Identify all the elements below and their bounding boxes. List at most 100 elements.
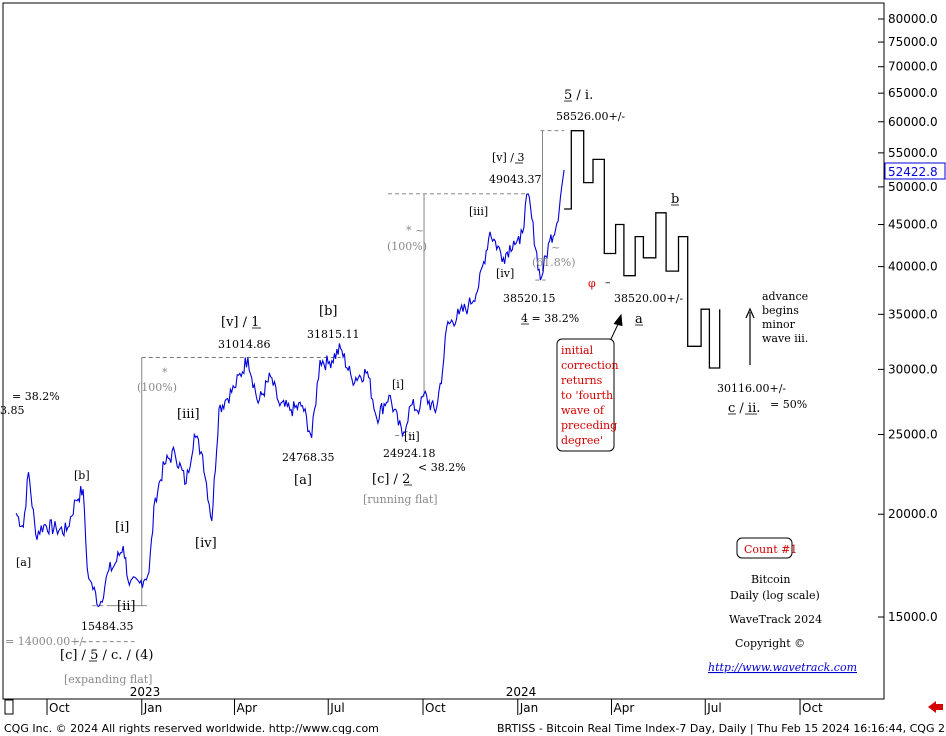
expanding-flat-label: [expanding flat] [64, 673, 152, 686]
x-axis: Oct Jan Apr Jul Oct Jan Apr Jul Oct 2023 2024 [46, 685, 823, 715]
x-tick-label: Jan [519, 701, 539, 715]
y-tick-label: 50000.0 [888, 180, 938, 194]
wave-c-2-label: [c] / 2 [372, 472, 410, 487]
y-tick-label: 30000.0 [888, 362, 938, 376]
y-tick-label: 80000.0 [888, 12, 938, 26]
price-49043-label: 49043.37 [489, 173, 542, 186]
callout-text-line: degree' [561, 434, 603, 447]
wave-4-38-2-label: 4 = 38.2% [521, 312, 579, 325]
wave-i-label: [i] [115, 520, 129, 535]
plot-frame [2, 2, 885, 700]
price-38520-00-label: 38520.00+/- [614, 292, 683, 305]
wave-iii-2-label: [iii] [469, 205, 488, 218]
x-year-label: 2024 [506, 685, 537, 699]
tilde-label: ~ [551, 241, 560, 254]
y-tick-label: 25000.0 [888, 428, 938, 442]
wavetrack-url-link: http://www.wavetrack.com [708, 661, 857, 674]
last-price-tag [884, 162, 946, 180]
callout-text-line: returns [561, 374, 603, 387]
phi-dash: – [605, 276, 611, 289]
wave-v-3-label: [v] / 3 [492, 151, 525, 164]
projection-wave-a-label: a [635, 312, 643, 327]
price-24924-label: 24924.18 [383, 447, 436, 460]
scroll-left-handle[interactable] [4, 699, 14, 715]
callout-text-line: correction [561, 359, 619, 372]
y-tick-label: 35000.0 [888, 307, 938, 321]
wave-a-small-label: [a] [16, 556, 31, 569]
wave-iv-2-label: [iv] [496, 267, 514, 280]
legend-bitcoin: Bitcoin [751, 573, 790, 586]
wave-labels: = 38.2%3.85 [a] [b] [i] [ii] [iii] [iv] 15484.3… [0, 88, 857, 686]
price-58526-label: 58526.00+/- [556, 110, 625, 123]
wave-count-c-label: [c] / 5 / c. / (4) [60, 648, 153, 663]
advance-text-line: minor [762, 318, 796, 331]
legend-copyright: Copyright © [735, 637, 805, 650]
wave-b-big-label: [b] [319, 304, 337, 319]
price-3-85-label: 3.85 [0, 404, 25, 417]
price-31815-label: 31815.11 [307, 328, 360, 341]
star-b-label: * ~ [406, 224, 424, 237]
x-tick-label: Oct [802, 701, 823, 715]
price-38520-15-label: 38520.15 [503, 292, 556, 305]
callout-arrow-icon [613, 313, 623, 327]
advance-arrow-icon [745, 307, 755, 319]
callout-text-line: to 'fourth [561, 389, 613, 402]
series-line-bitcoin [15, 169, 565, 608]
advance-text-line: begins [762, 304, 799, 317]
count-number-label: Count #1 [744, 543, 797, 556]
x-tick-label: Jul [329, 701, 344, 715]
scroll-right-arrow-icon[interactable] [928, 701, 943, 713]
pct-61-8-label: (61.8%) [532, 256, 576, 269]
callout-text-line: wave of [561, 404, 605, 417]
wave-b-small-label: [b] [74, 469, 90, 482]
footer-copyright: CQG Inc. © 2024 All rights reserved worl… [4, 722, 379, 735]
count-box [736, 537, 793, 559]
fib-lt-38-2-label: < 38.2% [418, 461, 466, 474]
y-tick-label: 65000.0 [888, 86, 938, 100]
projection-path [564, 130, 721, 369]
callout-text-line: initial [561, 344, 594, 357]
callout-text-line: preceding [561, 419, 617, 432]
price-24768-label: 24768.35 [282, 451, 335, 464]
projection-wave-b-label: b [671, 192, 679, 207]
pct-100-b-label: (100%) [387, 240, 427, 253]
legend-daily-log: Daily (log scale) [730, 589, 820, 602]
running-flat-label: [running flat] [363, 493, 438, 506]
advance-text-line: wave iii. [762, 332, 808, 345]
x-tick-label: Oct [49, 701, 70, 715]
x-tick-label: Apr [614, 701, 635, 715]
y-tick-label: 75000.0 [888, 35, 938, 49]
wave-ii-2-label: [ii] [404, 430, 420, 443]
x-tick-label: Apr [236, 701, 257, 715]
y-tick-label: 15000.0 [888, 610, 938, 624]
wave-iii-label: [iii] [177, 407, 200, 422]
projection-wave-c-ii-label: c / ii. [728, 401, 760, 416]
y-tick-label: 40000.0 [888, 260, 938, 274]
price-30116-label: 30116.00+/- [717, 382, 786, 395]
x-tick-label: Jan [143, 701, 163, 715]
phi-symbol: φ [588, 277, 596, 290]
price-14000-label: = 14000.00+/- [5, 635, 87, 648]
advance-text-line: advance [762, 290, 808, 303]
correction-callout-box [556, 338, 615, 452]
wave-ii-label: [ii] [117, 599, 135, 614]
footer-symbol-info: BRTISS - Bitcoin Real Time Index-7 Day, … [497, 722, 946, 735]
y-tick-label: 70000.0 [888, 60, 938, 74]
x-year-label: 2023 [130, 685, 161, 699]
wave-iv-label: [iv] [195, 536, 217, 551]
price-15484-label: 15484.35 [81, 620, 134, 633]
legend-wavetrack: WaveTrack 2024 [729, 613, 822, 626]
y-tick-label: 60000.0 [888, 115, 938, 129]
wave-a-big-label: [a] [294, 473, 312, 488]
y-axis: 80000.0 75000.0 70000.0 65000.0 60000.0 55000… [878, 12, 938, 624]
wave-i-2-label: [i] [392, 378, 404, 391]
fib-38-2-label: = 38.2% [12, 390, 60, 403]
y-tick-label: 20000.0 [888, 507, 938, 521]
x-tick-label: Oct [425, 701, 446, 715]
last-price-label: 52422.8 [888, 165, 938, 179]
annotation-guides [74, 130, 565, 643]
x-tick-label: Jul [706, 701, 721, 715]
wave-5-i-label: 5 / i. [564, 88, 593, 103]
y-tick-label: 45000.0 [888, 218, 938, 232]
